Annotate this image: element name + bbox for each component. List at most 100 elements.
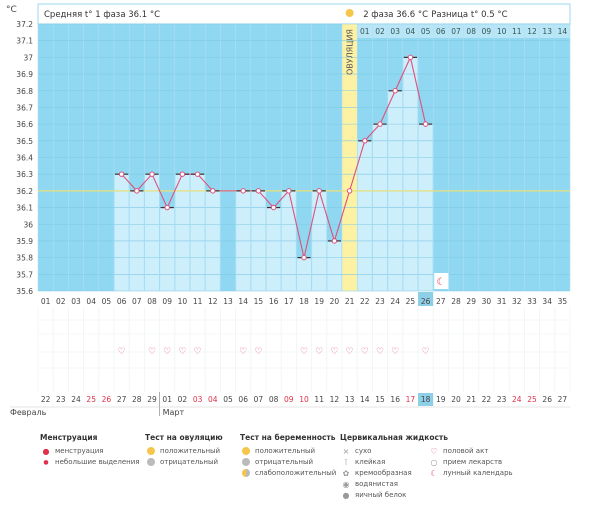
y-tick-label: 36.8	[16, 87, 33, 96]
calendar-date-label: 27	[558, 395, 568, 404]
cycle-day-label: 01	[41, 297, 51, 306]
calendar-date-label: 27	[117, 395, 127, 404]
cycle-day-label: 26	[421, 297, 431, 306]
temperature-bar	[114, 174, 129, 291]
legend-label: отрицательный	[160, 458, 219, 466]
y-tick-label: 37.2	[16, 20, 33, 29]
sun-negative-icon	[147, 458, 155, 466]
heart-icon: ♡	[118, 347, 126, 357]
moon-icon: ☾	[430, 468, 438, 478]
legend-item: ● небольшие выделения	[40, 457, 139, 467]
current-date-highlight	[418, 393, 434, 406]
cycle-day-label: 14	[238, 297, 248, 306]
calendar-date-label: 24	[71, 395, 81, 404]
legend-label: отрицательный	[255, 458, 314, 466]
calendar-date-label: 07	[254, 395, 264, 404]
phase2-day-label: 07	[451, 27, 461, 36]
sun-positive-icon	[147, 447, 155, 455]
phase2-day-label: 11	[512, 27, 522, 36]
dry-icon: ×	[342, 446, 350, 456]
legend-item: ♡ половой акт	[428, 446, 513, 456]
cycle-day-label: 08	[147, 297, 157, 306]
y-tick-label: 36.6	[16, 120, 33, 129]
phase2-day-label: 12	[527, 27, 537, 36]
cycle-day-label: 31	[497, 297, 507, 306]
temperature-point	[240, 188, 246, 194]
temperature-bar	[144, 174, 160, 291]
temperature-point	[118, 171, 125, 177]
phase2-day-label: 14	[558, 27, 568, 36]
phase2-day-label: 09	[482, 27, 492, 36]
calendar-date-label: 25	[527, 395, 537, 404]
heart-icon: ♡	[194, 347, 202, 357]
cycle-day-label: 34	[542, 297, 552, 306]
y-tick-label: 36.1	[16, 204, 33, 213]
temperature-point	[407, 54, 414, 61]
calendar-date-label: 14	[360, 395, 370, 404]
legend-label: прием лекарств	[443, 458, 503, 466]
temperature-point	[316, 188, 322, 194]
phase1-average-text: Средняя t° 1 фаза 36.1 °C	[44, 10, 160, 20]
heart-icon: ♡	[430, 446, 438, 456]
cycle-day-label: 33	[527, 297, 537, 306]
creamy-icon: ✿	[342, 468, 350, 478]
cycle-day-label: 24	[390, 297, 400, 306]
legend-cervical-title: Цервикальная жидкость	[340, 433, 449, 442]
temperature-point	[422, 121, 429, 127]
cycle-day-label: 11	[193, 297, 203, 306]
legend-label: яичный белок	[355, 491, 407, 499]
calendar-date-label: 25	[86, 395, 96, 404]
cycle-day-label: 09	[162, 297, 172, 306]
temperature-point	[331, 238, 338, 244]
legend-ovulation-title: Тест на овуляцию	[145, 433, 223, 442]
legend-label: половой акт	[443, 447, 489, 455]
cycle-day-label: 27	[436, 297, 446, 306]
phase2-day-label: 08	[466, 27, 476, 36]
heart-icon: ♡	[376, 347, 384, 357]
calendar-date-label: 26	[542, 395, 552, 404]
calendar-date-label: 28	[132, 395, 142, 404]
temperature-point	[362, 138, 368, 144]
calendar-date-label: 01	[162, 395, 172, 404]
temperature-point	[255, 188, 262, 194]
legend-item: положительный	[240, 446, 336, 456]
cycle-day-label: 04	[86, 297, 96, 306]
temperature-point	[392, 88, 398, 94]
temperature-point	[377, 121, 383, 127]
temperature-point	[194, 171, 201, 177]
legend-item: ● яичный белок	[340, 490, 448, 500]
cycle-day-label: 17	[284, 297, 294, 306]
cycle-day-label: 22	[360, 297, 370, 306]
cycle-day-label: 16	[269, 297, 279, 306]
cycle-day-label: 06	[117, 297, 127, 306]
legend-menstruation-title: Менструация	[40, 433, 98, 442]
calendar-date-label: 08	[269, 395, 279, 404]
legend-item: ☾ лунный календарь	[428, 468, 512, 478]
calendar-date-label: 11	[314, 395, 324, 404]
y-tick-label: 35.9	[16, 237, 33, 246]
temperature-bar	[266, 207, 281, 291]
bbt-chart: °C Средняя t° 1 фаза 36.1 °C 2 фаза 36.6 °…	[6, 3, 571, 417]
calendar-date-label: 13	[345, 395, 355, 404]
legend-item: ○ прием лекарств	[428, 457, 513, 467]
cycle-day-label: 03	[71, 297, 81, 306]
phase2-day-label: 05	[421, 27, 431, 36]
y-tick-label: 36.2	[16, 187, 33, 196]
cycle-day-label: 15	[254, 297, 264, 306]
temperature-point	[286, 188, 292, 194]
y-tick-label: 37	[23, 53, 33, 62]
legend-item: ◉ водянистая	[340, 479, 448, 489]
temperature-point	[210, 188, 216, 194]
temperature-point	[179, 171, 186, 177]
heart-icon: ♡	[422, 347, 430, 357]
phase2-day-label: 13	[542, 27, 552, 36]
temperature-point	[149, 171, 155, 177]
temperature-bar	[160, 207, 175, 291]
temperature-bar	[190, 174, 205, 291]
legend-label: кремообразная	[355, 469, 412, 477]
y-tick-label: 35.8	[16, 254, 33, 263]
temperature-point	[134, 188, 140, 194]
test-weak-icon	[242, 469, 250, 477]
temperature-bar	[175, 174, 190, 291]
cycle-day-label: 10	[178, 297, 188, 306]
